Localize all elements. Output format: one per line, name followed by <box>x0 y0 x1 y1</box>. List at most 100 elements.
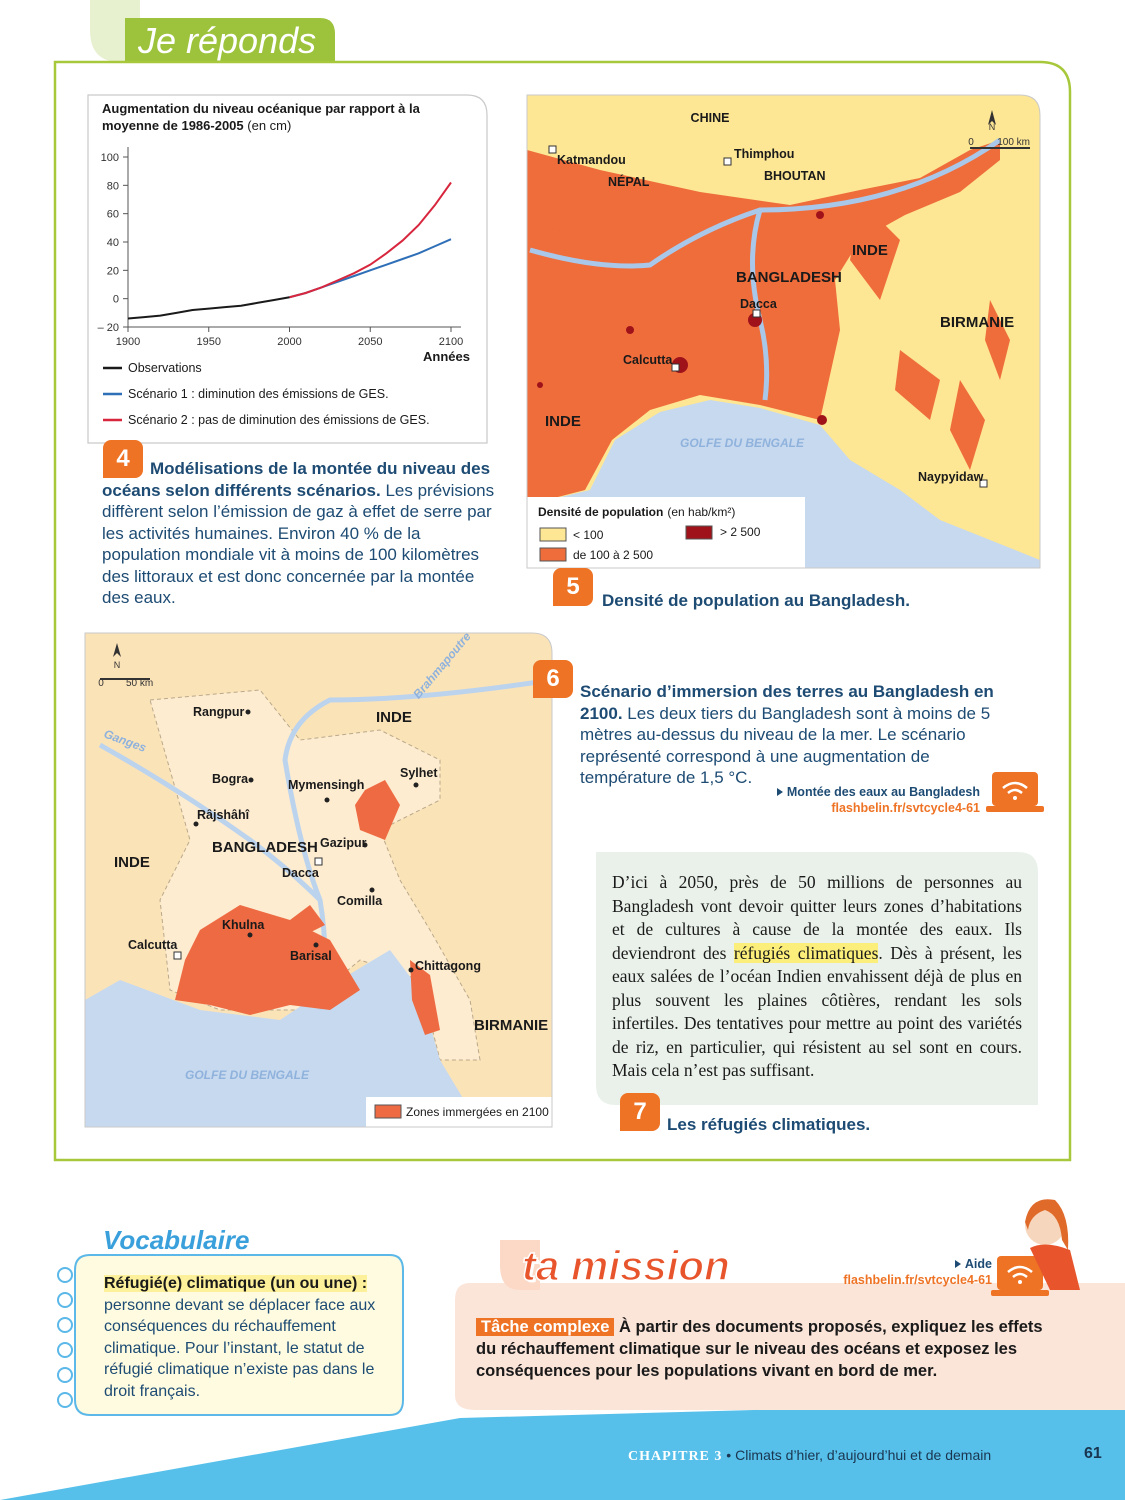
legend-label: de 100 à 2 500 <box>573 548 653 562</box>
illustration <box>1025 1199 1080 1290</box>
map-immersion <box>408 967 414 973</box>
map-immersion <box>247 932 253 938</box>
map-immersion <box>113 643 121 657</box>
scale-label: 0 <box>98 678 104 689</box>
doc-text: D’ici à 2050, près de 50 millions de per… <box>612 871 1022 1083</box>
chart-title: Augmentation du niveau océanique par rap… <box>102 101 420 133</box>
map-label: Bogra <box>212 772 249 786</box>
legend-label: Zones immergées en 2100 <box>406 1105 549 1119</box>
vocabulary-box <box>74 1254 404 1416</box>
map-frame <box>526 94 1041 569</box>
series-line <box>127 296 290 320</box>
spiral-rings <box>57 1317 73 1333</box>
chapter-label: CHAPITRE 3 <box>628 1449 723 1464</box>
map-density <box>671 363 680 372</box>
y-tick-label: 0 <box>113 294 119 306</box>
link-title[interactable]: Montée des eaux au Bangladesh <box>786 785 980 799</box>
map-labels: CHINE Katmandou NÉPAL Thimphou BHOUTAN INDE BA… <box>538 111 1030 562</box>
map-density <box>537 382 543 388</box>
header-decoration <box>90 0 335 62</box>
map-density <box>817 415 827 425</box>
map-immersion <box>175 905 360 1015</box>
help-link[interactable]: Aide flashbelin.fr/svtcycle4-61 <box>800 1256 992 1288</box>
map-density <box>752 309 761 318</box>
mission-decoration <box>500 1240 540 1290</box>
separator: • <box>726 1447 732 1463</box>
link-title[interactable]: Aide <box>964 1257 992 1271</box>
map-immersion <box>245 709 251 715</box>
map-label: Mymensingh <box>288 778 364 792</box>
spiral-rings <box>57 1342 73 1358</box>
map-density <box>988 110 996 125</box>
highlight: réfugiés climatiques <box>733 942 879 963</box>
web-link[interactable]: Montée des eaux au Bangladesh flashbelin.… <box>700 784 980 816</box>
map-label: Comilla <box>337 894 383 908</box>
vocabulary-title: Vocabulaire <box>103 1225 250 1255</box>
mission-task: Tâche complexe À partir des documents pr… <box>476 1316 1056 1382</box>
wifi-icon[interactable] <box>1018 1280 1022 1284</box>
x-axis-label: Années <box>423 349 470 364</box>
legend-unit: (en hab/km²) <box>667 505 735 519</box>
x-tick-label: 1900 <box>116 336 140 348</box>
section-frame <box>53 60 1072 1162</box>
map-immersion <box>410 960 440 1035</box>
text-part: . Dès à présent, les eaux salées de l’oc… <box>612 942 1022 1081</box>
map-immersion <box>362 842 368 848</box>
illustration <box>1030 1244 1080 1290</box>
doc-caption: Scénario d’immersion des terres au Bangl… <box>580 681 1025 789</box>
map-density <box>548 145 988 488</box>
map-density <box>548 145 557 154</box>
map-label: Calcutta <box>128 938 178 952</box>
legend-label: Observations <box>128 361 202 375</box>
legend-label: > 2 500 <box>720 525 761 539</box>
map-label: Khulna <box>222 918 265 932</box>
link-url[interactable]: flashbelin.fr/svtcycle4-61 <box>831 801 980 815</box>
map-density <box>626 326 634 334</box>
wifi-icon[interactable] <box>991 1290 1049 1296</box>
map-immersion <box>173 951 182 960</box>
map-label: Gazipur <box>320 836 367 850</box>
caption-text: Les prévisions diffèrent selon l’émissio… <box>102 480 495 608</box>
wifi-icon[interactable] <box>1002 781 1028 794</box>
caption-title: Densité de population au Bangladesh. <box>602 591 910 610</box>
wifi-icon[interactable] <box>986 772 1044 812</box>
map-density <box>816 211 824 219</box>
illustration <box>1025 1199 1069 1250</box>
map-immersion <box>313 942 319 948</box>
map-density <box>527 497 805 568</box>
map-label: Chittagong <box>415 959 481 973</box>
map-label: Rangpur <box>193 705 245 719</box>
doc-number: 6 <box>533 660 573 698</box>
wifi-icon[interactable] <box>1007 1265 1033 1278</box>
header-decoration <box>125 18 335 62</box>
link-url[interactable]: flashbelin.fr/svtcycle4-61 <box>843 1273 992 1287</box>
spiral-rings <box>57 1392 73 1408</box>
spiral-rings <box>57 1267 73 1408</box>
chart-frame <box>87 94 488 444</box>
text-part: D’ici à 2050, près de 50 millions de per… <box>612 872 1022 963</box>
vocabulary-term: Réfugié(e) climatique (un ou une) : <box>104 1275 368 1292</box>
map-frame <box>84 632 553 1128</box>
map-label: Dacca <box>740 297 778 311</box>
map-label: CHINE <box>691 111 730 125</box>
vocabulary-definition: personne devant se déplacer face aux con… <box>104 1296 376 1400</box>
wifi-icon[interactable] <box>991 1256 1049 1296</box>
map-immersion <box>85 633 552 1127</box>
map-label: INDE <box>852 242 888 259</box>
wifi-icon[interactable] <box>986 806 1044 812</box>
chart-unit: (en cm) <box>247 118 292 133</box>
map-immersion <box>193 709 419 973</box>
chapter-title: Climats d’hier, d’aujourd’hui et de dema… <box>735 1447 992 1463</box>
map-label: Katmandou <box>557 153 626 167</box>
map-label: GOLFE DU BENGALE <box>680 436 805 450</box>
y-tick-label: 60 <box>107 209 119 221</box>
map-immersion <box>314 857 323 866</box>
map-immersion <box>173 857 323 960</box>
map-immersion <box>355 780 400 840</box>
map-immersion <box>374 1104 402 1119</box>
wifi-icon[interactable] <box>1013 796 1017 800</box>
map-label: Sylhet <box>400 766 438 780</box>
doc-number: 4 <box>103 440 143 478</box>
